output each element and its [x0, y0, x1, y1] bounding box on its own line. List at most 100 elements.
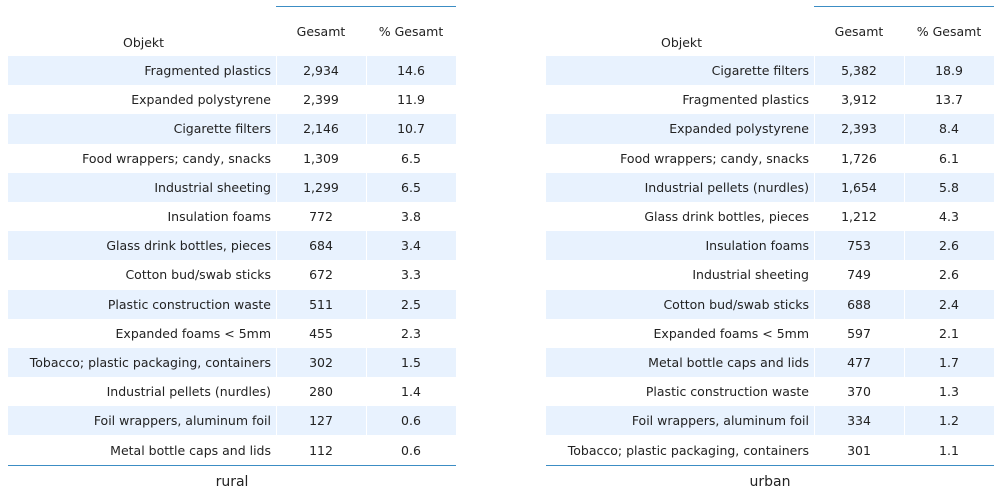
table-caption: urban — [749, 474, 791, 490]
cell-total: 477 — [847, 354, 871, 370]
cell-percent: 6.5 — [401, 150, 421, 166]
cell-total: 749 — [847, 267, 871, 283]
column-divider — [366, 201, 367, 232]
cell-object: Glass drink bottles, pieces — [644, 209, 809, 225]
table-row: Expanded foams < 5mm 455 2.3 — [8, 318, 456, 348]
column-divider — [814, 289, 815, 319]
column-divider — [904, 56, 905, 86]
cell-total: 511 — [309, 296, 333, 312]
column-divider — [276, 318, 277, 348]
top-rule — [814, 6, 994, 7]
cell-percent: 13.7 — [935, 92, 963, 108]
cell-percent: 2.5 — [401, 296, 421, 312]
cell-total: 3,912 — [841, 92, 877, 108]
column-divider — [904, 201, 905, 232]
table-row: Fragmented plastics 3,912 13.7 — [546, 85, 994, 115]
column-divider — [276, 201, 277, 232]
cell-total: 455 — [309, 325, 333, 341]
cell-total: 1,654 — [841, 179, 877, 195]
cell-object: Foil wrappers, aluminum foil — [93, 413, 271, 429]
column-divider — [904, 289, 905, 319]
table-row: Expanded foams < 5mm 597 2.1 — [546, 318, 994, 348]
column-divider — [904, 377, 905, 407]
table-row: Plastic construction waste 511 2.5 — [8, 289, 456, 319]
column-divider — [276, 143, 277, 173]
column-divider — [276, 347, 277, 378]
cell-object: Industrial sheeting — [154, 179, 271, 195]
cell-percent: 3.3 — [401, 267, 421, 283]
column-divider — [814, 347, 815, 378]
table-row: Industrial sheeting 1,299 6.5 — [8, 172, 456, 202]
cell-total: 5,382 — [841, 63, 877, 79]
cell-percent: 1.5 — [401, 354, 421, 370]
cell-object: Metal bottle caps and lids — [110, 442, 271, 458]
cell-percent: 5.8 — [939, 179, 959, 195]
cell-percent: 6.1 — [939, 150, 959, 166]
cell-object: Cigarette filters — [711, 63, 809, 79]
cell-object: Fragmented plastics — [144, 63, 271, 79]
column-divider — [904, 143, 905, 173]
column-divider — [276, 406, 277, 436]
cell-total: 688 — [847, 296, 871, 312]
cell-percent: 1.3 — [939, 384, 959, 400]
cell-total: 280 — [309, 384, 333, 400]
cell-object: Cotton bud/swab sticks — [663, 296, 809, 312]
column-divider — [276, 260, 277, 290]
cell-percent: 10.7 — [397, 121, 425, 137]
table-row: Insulation foams 753 2.6 — [546, 231, 994, 261]
cell-percent: 8.4 — [939, 121, 959, 137]
table-row: Glass drink bottles, pieces 1,212 4.3 — [546, 201, 994, 232]
column-divider — [814, 231, 815, 261]
table-row: Cigarette filters 2,146 10.7 — [8, 114, 456, 144]
table-row: Metal bottle caps and lids 112 0.6 — [8, 435, 456, 465]
cell-percent: 6.5 — [401, 179, 421, 195]
table-row: Cotton bud/swab sticks 672 3.3 — [8, 260, 456, 290]
cell-object: Cotton bud/swab sticks — [125, 267, 271, 283]
table-row: Industrial sheeting 749 2.6 — [546, 260, 994, 290]
table-row: Fragmented plastics 2,934 14.6 — [8, 56, 456, 86]
cell-object: Food wrappers; candy, snacks — [82, 150, 271, 166]
top-rule — [276, 6, 456, 7]
table-row: Tobacco; plastic packaging, containers 30… — [8, 347, 456, 378]
column-divider — [904, 172, 905, 202]
column-header-total: Gesamt — [834, 24, 884, 39]
cell-total: 1,726 — [841, 150, 877, 166]
cell-total: 1,212 — [841, 209, 877, 225]
column-divider — [814, 114, 815, 144]
table-body: Cigarette filters 5,382 18.9 Fragmented pla… — [546, 56, 994, 465]
cell-object: Plastic construction waste — [107, 296, 271, 312]
cell-object: Fragmented plastics — [682, 92, 809, 108]
column-divider — [366, 85, 367, 115]
table-row: Metal bottle caps and lids 477 1.7 — [546, 347, 994, 378]
column-divider — [276, 172, 277, 202]
cell-total: 1,309 — [303, 150, 339, 166]
cell-object: Industrial pellets (nurdles) — [106, 384, 271, 400]
table-header: Objekt Gesamt % Gesamt — [8, 0, 456, 55]
cell-object: Foil wrappers, aluminum foil — [631, 413, 809, 429]
cell-percent: 14.6 — [397, 63, 425, 79]
cell-percent: 0.6 — [401, 442, 421, 458]
column-divider — [814, 318, 815, 348]
cell-total: 672 — [309, 267, 333, 283]
column-divider — [276, 85, 277, 115]
cell-total: 2,146 — [303, 121, 339, 137]
table-panel-rural: Objekt Gesamt % Gesamt Fragmented plasti… — [8, 0, 456, 496]
table-row: Expanded polystyrene 2,393 8.4 — [546, 114, 994, 144]
column-divider — [366, 56, 367, 86]
table-header: Objekt Gesamt % Gesamt — [546, 0, 994, 55]
cell-percent: 1.2 — [939, 413, 959, 429]
column-divider — [366, 289, 367, 319]
table-row: Industrial pellets (nurdles) 280 1.4 — [8, 377, 456, 407]
cell-percent: 2.1 — [939, 325, 959, 341]
column-divider — [814, 172, 815, 202]
bottom-rule — [546, 465, 994, 466]
column-header-object: Objekt — [123, 35, 165, 50]
cell-object: Insulation foams — [705, 238, 810, 254]
column-divider — [904, 85, 905, 115]
column-divider — [814, 260, 815, 290]
cell-total: 772 — [309, 209, 333, 225]
column-divider — [276, 377, 277, 407]
cell-object: Industrial pellets (nurdles) — [644, 179, 809, 195]
column-divider — [904, 318, 905, 348]
cell-total: 753 — [847, 238, 871, 254]
